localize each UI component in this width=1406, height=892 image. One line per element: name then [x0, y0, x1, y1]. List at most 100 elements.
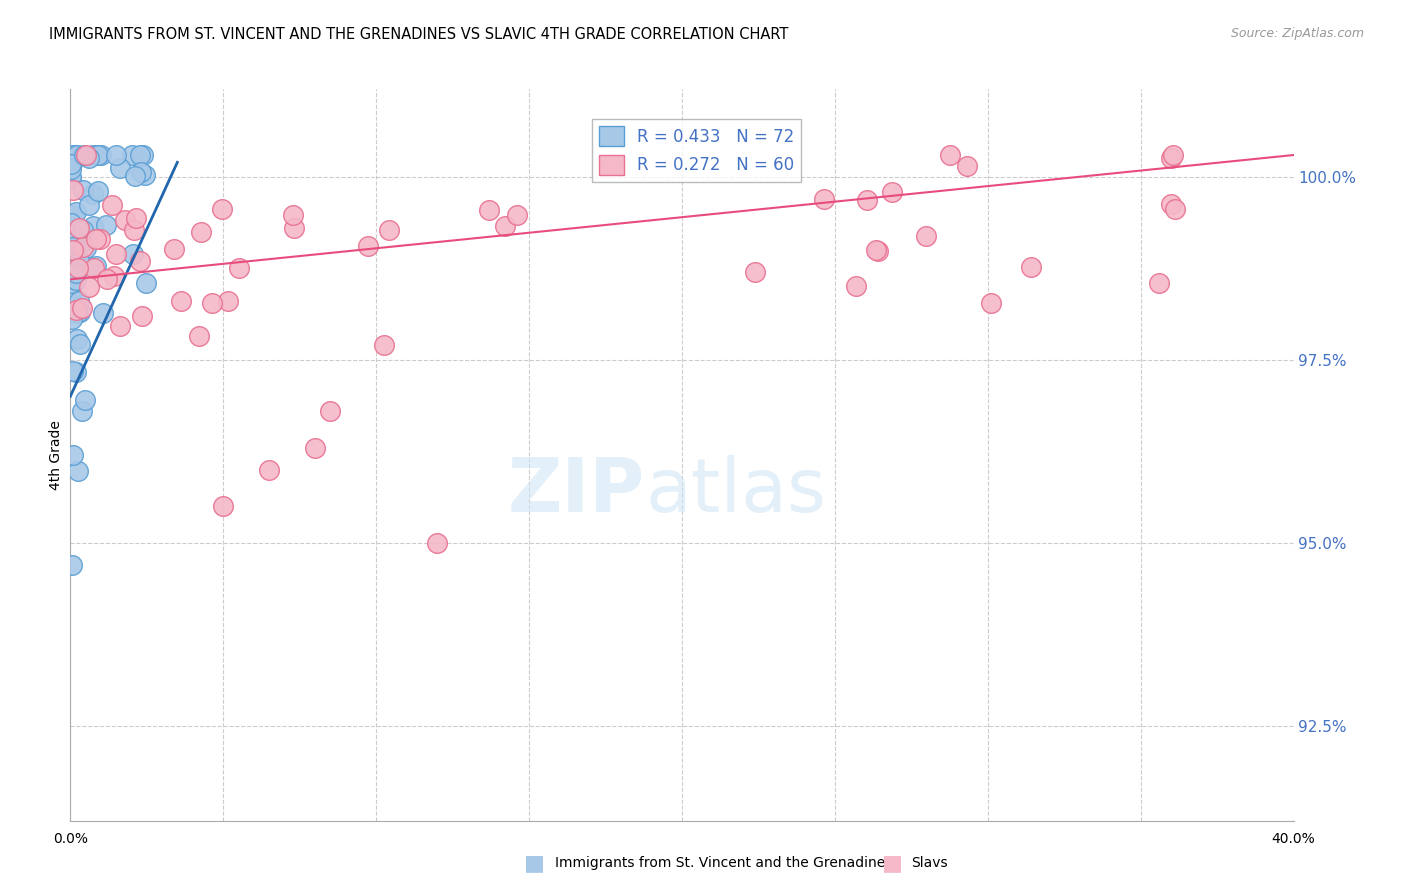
Point	[108, 319, 131, 334]
Point	[72, 183, 94, 197]
Point	[66, 261, 89, 276]
Point	[73, 233, 96, 247]
Point	[77, 279, 100, 293]
Point	[70, 403, 93, 417]
Point	[187, 329, 209, 343]
Text: Source: ZipAtlas.com: Source: ZipAtlas.com	[1230, 27, 1364, 40]
Point	[75, 241, 97, 255]
Point	[122, 247, 145, 261]
Point	[86, 148, 108, 162]
Point	[84, 232, 107, 246]
Text: ■: ■	[524, 854, 544, 873]
Point	[63, 267, 86, 281]
Point	[228, 261, 250, 276]
Point	[59, 171, 82, 186]
Point	[60, 153, 83, 167]
Point	[59, 162, 82, 177]
Point	[378, 223, 401, 237]
Point	[60, 169, 83, 184]
Point	[257, 462, 280, 476]
Point	[125, 211, 148, 225]
Point	[62, 208, 84, 222]
Point	[128, 253, 150, 268]
Point	[60, 156, 83, 170]
Point	[59, 288, 82, 302]
Point	[373, 338, 395, 352]
Point	[211, 202, 233, 216]
Point	[60, 298, 83, 312]
Point	[131, 164, 153, 178]
Point	[94, 218, 117, 232]
Point	[131, 309, 153, 323]
Point	[83, 260, 105, 275]
Point	[744, 264, 766, 278]
Point	[66, 261, 89, 276]
Text: Immigrants from St. Vincent and the Grenadines: Immigrants from St. Vincent and the Gren…	[555, 856, 893, 871]
Point	[82, 187, 104, 202]
Point	[62, 232, 84, 246]
Text: Slavs: Slavs	[911, 856, 948, 871]
Point	[283, 220, 305, 235]
Point	[357, 239, 380, 253]
Point	[66, 332, 89, 346]
Point	[77, 152, 100, 166]
Point	[65, 266, 87, 280]
Point	[62, 364, 84, 378]
Point	[59, 285, 82, 299]
Point	[63, 229, 86, 244]
Point	[506, 208, 529, 222]
Point	[84, 259, 107, 273]
Point	[494, 219, 516, 233]
Text: atlas: atlas	[645, 455, 827, 528]
Point	[190, 225, 212, 239]
Point	[131, 148, 153, 162]
Point	[82, 148, 104, 162]
Point	[882, 185, 904, 199]
Point	[1161, 148, 1184, 162]
Point	[813, 193, 835, 207]
Point	[939, 148, 962, 162]
Point	[304, 441, 326, 455]
Point	[89, 232, 111, 246]
Point	[72, 223, 94, 237]
Legend: R = 0.433   N = 72, R = 0.272   N = 60: R = 0.433 N = 72, R = 0.272 N = 60	[592, 120, 801, 182]
Point	[104, 148, 127, 162]
Point	[65, 303, 87, 318]
Point	[60, 277, 83, 291]
Point	[96, 272, 118, 286]
Point	[124, 169, 146, 183]
Y-axis label: 4th Grade: 4th Grade	[49, 420, 63, 490]
Point	[134, 169, 156, 183]
Point	[65, 273, 87, 287]
Point	[169, 294, 191, 309]
Point	[1147, 277, 1170, 291]
Point	[90, 148, 112, 162]
Point	[980, 296, 1002, 310]
Point	[217, 293, 239, 308]
Point	[87, 148, 110, 162]
Point	[66, 305, 89, 319]
Point	[65, 365, 87, 379]
Point	[1160, 151, 1182, 165]
Point	[1164, 202, 1187, 216]
Point	[62, 448, 84, 462]
Point	[62, 240, 84, 254]
Point	[62, 265, 84, 279]
Point	[75, 393, 97, 408]
Point	[67, 220, 90, 235]
Point	[62, 231, 84, 245]
Point	[62, 244, 84, 258]
Point	[108, 161, 131, 176]
Point	[60, 558, 83, 572]
Text: 0.0%: 0.0%	[53, 831, 87, 846]
Point	[845, 278, 868, 293]
Point	[114, 212, 136, 227]
Point	[59, 216, 82, 230]
Point	[70, 301, 93, 315]
Point	[212, 499, 235, 513]
Point	[426, 535, 449, 549]
Point	[67, 294, 90, 309]
Point	[60, 285, 83, 300]
Point	[915, 228, 938, 243]
Point	[69, 304, 91, 318]
